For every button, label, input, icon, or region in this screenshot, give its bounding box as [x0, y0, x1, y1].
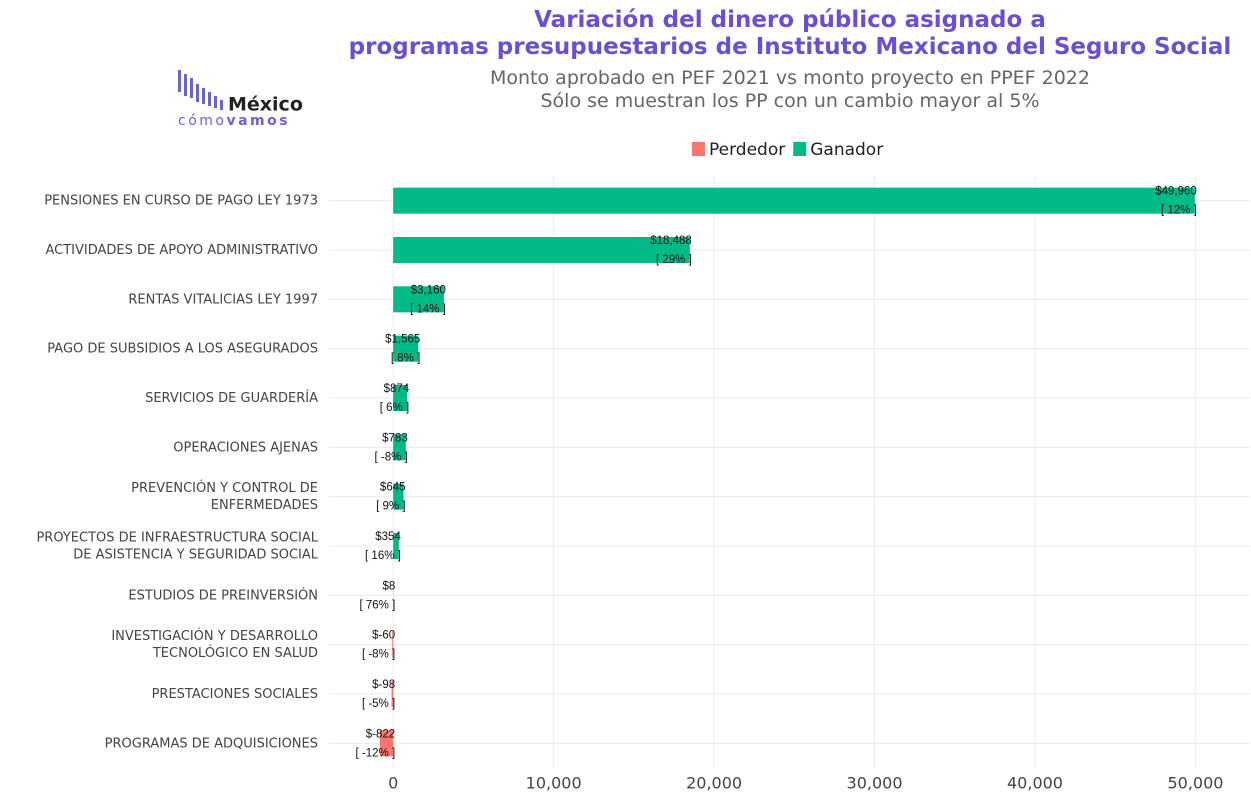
logo-tagline-light: cómo: [178, 113, 226, 129]
data-label: [ -5% ]: [362, 698, 395, 710]
y-tick-label: PROYECTOS DE INFRAESTRUCTURA SOCIAL DE AS…: [36, 530, 318, 562]
bar: [393, 286, 444, 313]
data-label: $-60: [372, 630, 395, 642]
bar: [393, 237, 690, 263]
legend-swatch: [692, 142, 705, 156]
data-label: [ -8% ]: [362, 649, 395, 661]
data-label: $8: [383, 580, 396, 592]
x-tick-label: 50,000: [1167, 774, 1223, 793]
data-label: $49,960: [1155, 186, 1197, 198]
y-tick-label: RENTAS VITALICIAS LEY 1997: [128, 292, 318, 307]
x-tick-label: 30,000: [847, 774, 903, 793]
legend-label: Ganador: [810, 140, 883, 160]
y-tick-label: SERVICIOS DE GUARDERÍA: [145, 390, 318, 406]
data-label: [ 14% ]: [410, 303, 446, 315]
data-label: [ 9% ]: [376, 501, 405, 513]
bar: [392, 631, 394, 658]
legend-label: Perdedor: [709, 140, 785, 160]
data-label: [ -8% ]: [375, 451, 408, 463]
y-tick-label: ACTIVIDADES DE APOYO ADMINISTRATIVO: [46, 243, 319, 258]
y-tick-label: PROGRAMAS DE ADQUISICIONES: [105, 736, 318, 751]
bar: [379, 730, 394, 757]
data-label: [ 16% ]: [365, 550, 401, 562]
x-tick-label: 0: [388, 774, 398, 793]
legend-swatch: [793, 142, 807, 156]
data-label: $874: [384, 383, 410, 395]
bar: [393, 434, 406, 461]
logo-name: México: [228, 94, 303, 116]
bar: [393, 533, 399, 559]
logo-tagline-bold: vamos: [226, 113, 290, 129]
y-tick-label: PAGO DE SUBSIDIOS A LOS ASEGURADOS: [47, 341, 318, 356]
data-label: $-98: [372, 679, 395, 691]
data-label: $354: [375, 531, 401, 543]
data-label: [ 6% ]: [380, 402, 409, 414]
data-label: [ 12% ]: [1161, 205, 1197, 217]
data-label: [ 8% ]: [391, 353, 420, 365]
data-label: [ 76% ]: [359, 599, 395, 611]
y-tick-label: PREVENCIÓN Y CONTROL DE ENFERMEDADES: [131, 480, 318, 513]
y-tick-label: OPERACIONES AJENAS: [173, 440, 318, 455]
bar: [393, 385, 408, 411]
data-label: $18,488: [650, 235, 692, 247]
y-tick-label: PRESTACIONES SOCIALES: [152, 687, 318, 702]
data-label: $3,160: [411, 284, 446, 296]
chart-subtitle: Monto aprobado en PEF 2021 vs monto proy…: [490, 67, 1090, 112]
data-label: $1,565: [385, 334, 420, 346]
data-label: $-822: [366, 728, 395, 740]
y-tick-label: INVESTIGACIÓN Y DESARROLLO TECNOLÓGICO EN…: [111, 628, 318, 661]
x-tick-label: 40,000: [1007, 774, 1063, 793]
x-tick-label: 10,000: [526, 774, 582, 793]
y-tick-label: PENSIONES EN CURSO DE PAGO LEY 1973: [44, 193, 318, 208]
bar: [391, 681, 394, 707]
y-tick-label: ESTUDIOS DE PREINVERSIÓN: [128, 587, 318, 603]
logo-tagline: cómovamos: [178, 113, 290, 129]
data-label: $783: [382, 432, 408, 444]
logo-icon: [178, 70, 223, 110]
x-tick-label: 20,000: [686, 774, 742, 793]
data-label: $645: [380, 482, 406, 494]
bar: [393, 335, 419, 362]
bar: [393, 187, 1195, 214]
data-label: [ -12% ]: [356, 747, 396, 759]
data-label: [ 29% ]: [656, 254, 692, 266]
bar: [393, 483, 404, 510]
